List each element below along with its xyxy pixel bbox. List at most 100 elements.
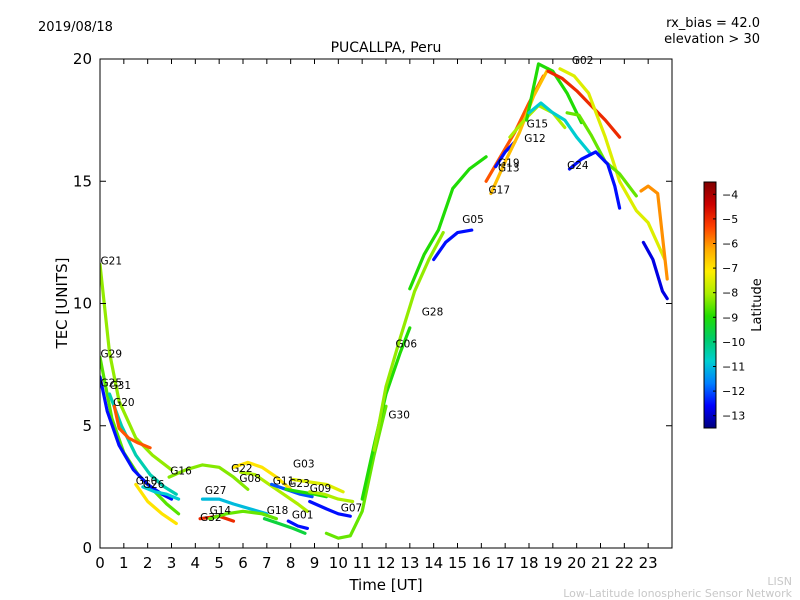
satellite-label-g31: G31 — [110, 380, 132, 392]
satellite-label-g10: G10 — [136, 475, 158, 487]
satellite-label-g09: G09 — [310, 483, 332, 495]
x-tick-label: 21 — [591, 554, 610, 572]
colorbar-tick-label: −5 — [722, 213, 738, 226]
footer-network: Low-Latitude Ionospheric Sensor Network — [563, 587, 792, 600]
colorbar-tick-label: −11 — [722, 361, 745, 374]
colorbar-tick-label: −6 — [722, 238, 738, 251]
x-tick-label: 23 — [639, 554, 658, 572]
series-g05 — [408, 155, 488, 291]
colorbar-tick-label: −13 — [722, 410, 745, 423]
series-g26 — [141, 485, 181, 501]
x-tick-label: 12 — [376, 554, 395, 572]
series-g27 — [200, 497, 269, 516]
x-tick-label: 14 — [424, 554, 443, 572]
x-tick-label: 4 — [191, 554, 201, 572]
colorbar-ticks: −4 −5 −6 −7 −8 −9 −10 −11 −12 −13 — [713, 188, 745, 423]
colorbar-tick-label: −12 — [722, 385, 745, 398]
colorbar-tick-label: −7 — [722, 262, 738, 275]
series-g17 — [489, 67, 550, 196]
date-label: 2019/08/18 — [38, 20, 113, 35]
colorbar-tick-label: −4 — [722, 188, 738, 201]
series-g18 — [262, 517, 307, 535]
series-g15b — [527, 101, 593, 156]
satellite-label-g23: G23 — [288, 478, 310, 490]
series-g21 — [100, 262, 174, 472]
y-tick-label: 5 — [82, 417, 92, 435]
series-g10 — [134, 482, 178, 526]
elevation-note: elevation > 30 — [664, 32, 760, 47]
series-g16 — [167, 463, 250, 491]
satellite-label-g25: G25 — [101, 378, 123, 390]
satellite-label-g01: G01 — [292, 510, 314, 522]
series-g24 — [567, 150, 622, 210]
series-layer — [100, 62, 669, 540]
series-g03 — [291, 477, 345, 494]
satellite-label-g15: G15 — [527, 119, 549, 131]
series-g24c — [639, 184, 669, 281]
series-g20 — [112, 404, 152, 450]
series-g01 — [286, 519, 309, 530]
colorbar-label: Latitude — [750, 278, 765, 332]
x-tick-label: 16 — [472, 554, 491, 572]
satellite-label-g26: G26 — [143, 479, 165, 491]
footer-lisn: LISN — [767, 575, 792, 588]
x-tick-label: 15 — [448, 554, 467, 572]
series-g24b — [641, 240, 669, 301]
series-g31 — [107, 392, 178, 496]
satellite-label-g05: G05 — [462, 214, 484, 226]
x-tick-label: 19 — [543, 554, 562, 572]
satellite-label-g29: G29 — [101, 348, 123, 360]
satellite-label-g11: G11 — [273, 475, 295, 487]
y-tick-label: 15 — [73, 172, 92, 190]
series-g02b — [558, 67, 667, 262]
satellite-label-g17: G17 — [489, 185, 511, 197]
satellite-label-g24: G24 — [567, 160, 589, 172]
satellite-label-g18: G18 — [267, 505, 289, 517]
satellite-label-g07: G07 — [341, 502, 363, 514]
satellite-label-g06: G06 — [396, 339, 418, 351]
x-tick-label: 5 — [214, 554, 224, 572]
series-g09 — [308, 490, 355, 504]
series-g28 — [372, 231, 445, 452]
satellite-label-g22: G22 — [231, 463, 253, 475]
x-tick-label: 18 — [519, 554, 538, 572]
satellite-label-g27: G27 — [205, 485, 227, 497]
x-tick-label: 11 — [353, 554, 372, 572]
x-tick-label: 1 — [119, 554, 129, 572]
satellite-label-g08: G08 — [239, 473, 261, 485]
x-tick-label: 9 — [310, 554, 320, 572]
colorbar-tick-label: −8 — [722, 287, 738, 300]
colorbar-tick-label: −9 — [722, 311, 738, 324]
x-tick-label: 3 — [167, 554, 177, 572]
x-tick-label: 13 — [400, 554, 419, 572]
colorbar-tick-label: −10 — [722, 336, 745, 349]
y-tick-label: 10 — [73, 295, 92, 313]
series-g23 — [284, 487, 328, 499]
satellite-label-g12: G12 — [524, 133, 546, 145]
satellite-label-g30: G30 — [388, 409, 410, 421]
satellite-label-g13: G13 — [498, 163, 520, 175]
x-tick-label: 20 — [567, 554, 586, 572]
satellite-label-g19: G19 — [498, 158, 520, 170]
series-g02 — [546, 69, 622, 139]
y-axis-label: TEC [UNITS] — [53, 258, 71, 350]
satellite-label-g20: G20 — [113, 397, 135, 409]
chart-title: PUCALLPA, Peru — [331, 40, 442, 56]
series-g02c — [565, 111, 638, 198]
satellite-label-g02: G02 — [572, 55, 594, 67]
series-g08 — [239, 470, 309, 513]
x-tick-label: 22 — [615, 554, 634, 572]
satellite-label-g14: G14 — [210, 505, 232, 517]
y-tick-label: 20 — [73, 50, 92, 68]
series-g14 — [208, 509, 278, 521]
x-tick-label: 2 — [143, 554, 153, 572]
satellite-label-g21: G21 — [101, 255, 123, 267]
x-tick-label: 8 — [286, 554, 296, 572]
series-g15 — [525, 62, 583, 125]
x-tick-label: 7 — [262, 554, 272, 572]
series-g05b — [432, 228, 474, 262]
y-tick-label: 0 — [82, 539, 92, 557]
y-axis: 0 5 10 15 20 — [73, 50, 672, 557]
